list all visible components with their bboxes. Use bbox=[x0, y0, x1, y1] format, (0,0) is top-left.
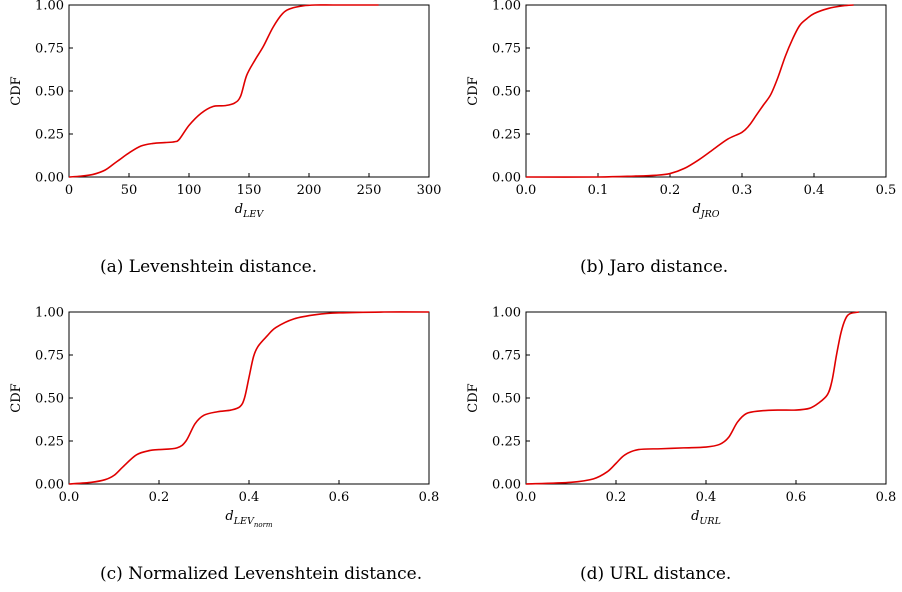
cdf-line-c bbox=[68, 311, 430, 485]
y-tick-label-a: 0.25 bbox=[35, 128, 64, 143]
x-tick-label-a: 150 bbox=[237, 183, 262, 198]
y-tick-label-c: 0.25 bbox=[35, 435, 64, 450]
caption-a: (a) Levenshtein distance. bbox=[100, 257, 318, 277]
y-tick-label-d: 0.50 bbox=[492, 392, 521, 407]
y-tick-label-c: 0.75 bbox=[35, 349, 64, 364]
y-tick-label-b: 0.25 bbox=[492, 128, 521, 143]
x-tick-label-a: 100 bbox=[177, 183, 202, 198]
plot-frame-d bbox=[525, 311, 887, 485]
cdf-line-a bbox=[68, 4, 379, 178]
y-axis-label-b: CDF bbox=[466, 76, 481, 105]
x-tick-label-d: 0.2 bbox=[606, 490, 627, 505]
x-tick-label-c: 0.4 bbox=[239, 490, 260, 505]
x-axis-label-base-b: d bbox=[692, 202, 700, 217]
y-tick-label-c: 1.00 bbox=[35, 306, 64, 321]
x-tick-label-a: 300 bbox=[417, 183, 442, 198]
y-tick-label-a: 0.75 bbox=[35, 42, 64, 57]
cdf-line-b bbox=[525, 4, 854, 178]
chart-panel-a: 0.00 0.25 0.50 0.75 1.00 0 50 100 150 200 250 300 CD… bbox=[9, 0, 441, 220]
x-axis-label-a: dLEV bbox=[235, 202, 265, 220]
chart-panel-d: 0.00 0.25 0.50 0.75 1.00 0.0 0.2 0.4 0.6 0.8 CDF dU… bbox=[466, 306, 896, 528]
x-tick-label-b: 0.2 bbox=[660, 183, 681, 198]
x-tick-label-d: 0.4 bbox=[696, 490, 717, 505]
cdf-line-d bbox=[525, 311, 860, 485]
x-tick-label-d: 0.6 bbox=[786, 490, 807, 505]
plot-frame-c bbox=[68, 311, 430, 485]
chart-panel-c: 0.00 0.25 0.50 0.75 1.00 0.0 0.2 0.4 0.6 0.8 CDF dL… bbox=[9, 306, 439, 530]
y-tick-label-a: 0.00 bbox=[35, 171, 64, 186]
y-tick-label-d: 0.75 bbox=[492, 349, 521, 364]
x-tick-label-c: 0.2 bbox=[149, 490, 170, 505]
x-axis-label-base-a: d bbox=[235, 202, 243, 217]
x-axis-label-base-d: d bbox=[691, 509, 699, 524]
caption-b: (b) Jaro distance. bbox=[580, 257, 729, 277]
y-tick-label-c: 0.50 bbox=[35, 392, 64, 407]
x-tick-label-d: 0.8 bbox=[876, 490, 897, 505]
x-tick-label-b: 0.5 bbox=[876, 183, 897, 198]
x-tick-label-b: 0.1 bbox=[588, 183, 609, 198]
x-tick-label-b: 0.3 bbox=[732, 183, 753, 198]
caption-c: (c) Normalized Levenshtein distance. bbox=[100, 564, 423, 584]
x-axis-label-sub-b: JRO bbox=[699, 209, 720, 220]
y-tick-label-d: 1.00 bbox=[492, 306, 521, 321]
x-axis-label-d: dURL bbox=[691, 509, 721, 527]
caption-d: (d) URL distance. bbox=[580, 564, 732, 584]
x-axis-label-base-c: d bbox=[225, 509, 233, 524]
x-tick-label-c: 0.6 bbox=[329, 490, 350, 505]
x-axis-label-sub-c: LEV bbox=[233, 516, 255, 527]
y-tick-label-b: 0.50 bbox=[492, 85, 521, 100]
plot-frame-b bbox=[525, 4, 887, 178]
x-tick-label-c: 0.0 bbox=[59, 490, 80, 505]
x-tick-label-a: 50 bbox=[121, 183, 138, 198]
x-tick-label-a: 0 bbox=[65, 183, 73, 198]
y-tick-label-d: 0.25 bbox=[492, 435, 521, 450]
x-axis-label-sub-d: URL bbox=[699, 516, 720, 527]
x-tick-label-b: 0.4 bbox=[804, 183, 825, 198]
y-tick-label-d: 0.00 bbox=[492, 478, 521, 493]
x-tick-label-b: 0.0 bbox=[516, 183, 537, 198]
y-axis-label-c: CDF bbox=[9, 383, 24, 412]
x-axis-label-b: dJRO bbox=[692, 202, 719, 220]
x-axis-label-subsub-c: norm bbox=[254, 521, 273, 529]
y-tick-label-b: 0.00 bbox=[492, 171, 521, 186]
x-axis-label-c: dLEVnorm bbox=[225, 509, 273, 529]
plot-frame-a bbox=[68, 4, 430, 178]
x-tick-label-d: 0.0 bbox=[516, 490, 537, 505]
y-tick-label-c: 0.00 bbox=[35, 478, 64, 493]
y-tick-label-a: 1.00 bbox=[35, 0, 64, 14]
x-tick-label-c: 0.8 bbox=[419, 490, 440, 505]
x-tick-label-a: 200 bbox=[297, 183, 322, 198]
x-axis-label-sub-a: LEV bbox=[242, 209, 264, 220]
y-axis-label-d: CDF bbox=[466, 383, 481, 412]
y-tick-label-b: 1.00 bbox=[492, 0, 521, 14]
y-tick-label-a: 0.50 bbox=[35, 85, 64, 100]
x-tick-label-a: 250 bbox=[357, 183, 382, 198]
y-axis-label-a: CDF bbox=[9, 76, 24, 105]
chart-panel-b: 0.00 0.25 0.50 0.75 1.00 0.0 0.1 0.2 0.3 0.4 0.5 CD… bbox=[466, 0, 896, 220]
y-tick-label-b: 0.75 bbox=[492, 42, 521, 57]
